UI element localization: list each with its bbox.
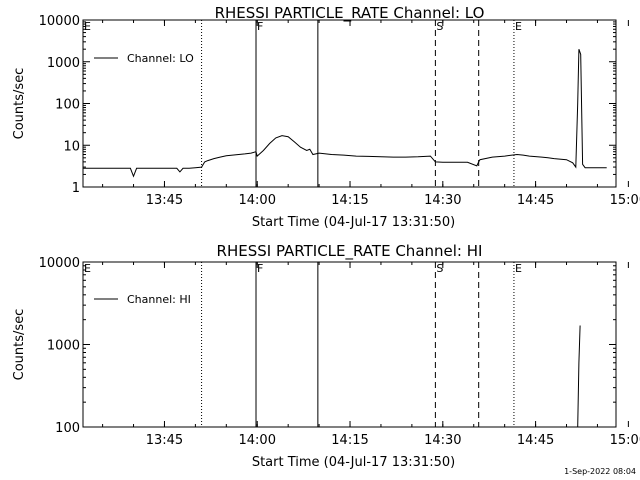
legend-label: Channel: LO — [127, 52, 194, 65]
series-line-0 — [577, 325, 581, 428]
y-tick-label: 1000 — [47, 56, 80, 71]
plot-timestamp: 1-Sep-2022 08:04 — [564, 467, 636, 476]
event-marker-label: E — [515, 262, 522, 275]
x-axis-label: Start Time (04-Jul-17 13:31:50) — [252, 215, 455, 230]
legend-label: Channel: HI — [127, 293, 191, 306]
x-tick-label: 14:45 — [517, 193, 554, 208]
y-tick-label: 10000 — [39, 14, 80, 29]
plot-frame — [82, 261, 617, 428]
event-marker-label: F — [257, 20, 263, 33]
event-marker-label: S — [436, 262, 443, 275]
series-line-0 — [83, 49, 607, 178]
x-tick-label: 14:30 — [424, 193, 461, 208]
y-tick-label: 1 — [72, 181, 80, 196]
plot-frame — [82, 19, 617, 188]
y-axis-label: Counts/sec — [12, 68, 27, 140]
event-marker-label: E — [84, 262, 91, 275]
y-axis-label: Counts/sec — [12, 309, 27, 381]
event-marker-label: E — [84, 20, 91, 33]
x-tick-label: 14:15 — [331, 433, 368, 448]
x-tick-label: 14:30 — [424, 433, 461, 448]
x-tick-label: 14:15 — [331, 193, 368, 208]
chart-title: RHESSI PARTICLE_RATE Channel: LO — [215, 4, 485, 23]
chart-panel-0: RHESSI PARTICLE_RATE Channel: LO 13:45 14:… — [12, 4, 640, 230]
y-tick-label: 100 — [55, 98, 80, 113]
y-tick-label: 10 — [63, 139, 80, 154]
y-tick-label: 1000 — [47, 339, 80, 354]
y-tick-label: 10000 — [39, 256, 80, 271]
x-axis-label: Start Time (04-Jul-17 13:31:50) — [252, 455, 455, 470]
x-tick-label: 13:45 — [146, 193, 183, 208]
event-marker-label: S — [436, 20, 443, 33]
x-tick-label: 15:00 — [610, 193, 640, 208]
x-tick-label: 13:45 — [146, 433, 183, 448]
chart-panel-1: RHESSI PARTICLE_RATE Channel: HI 13:45 14:… — [12, 242, 640, 470]
y-tick-label: 100 — [55, 421, 80, 436]
x-tick-label: 14:45 — [517, 433, 554, 448]
x-tick-label: 15:00 — [610, 433, 640, 448]
x-tick-label: 14:00 — [239, 433, 276, 448]
chart-title: RHESSI PARTICLE_RATE Channel: HI — [217, 242, 483, 261]
event-marker-label: E — [515, 20, 522, 33]
event-marker-label: F — [257, 262, 263, 275]
x-tick-label: 14:00 — [239, 193, 276, 208]
